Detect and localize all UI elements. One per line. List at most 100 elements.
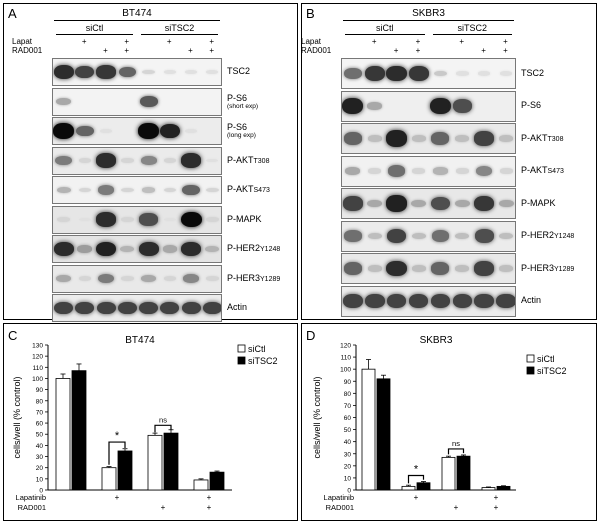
blot-strip <box>341 220 516 252</box>
blot-band <box>499 232 514 240</box>
y-tick-label: 50 <box>36 432 44 439</box>
legend-swatch <box>526 354 535 363</box>
blot-band <box>452 293 472 309</box>
blot-band <box>430 293 451 309</box>
chart-title: BT474 <box>125 335 155 346</box>
panel-c-letter: C <box>8 328 18 343</box>
blot-band <box>121 217 134 222</box>
blot-band <box>342 97 364 115</box>
blot-label-name: P-AKT <box>521 165 548 175</box>
blot-band <box>455 265 470 272</box>
blot-band <box>121 276 134 281</box>
treatment-mark: + <box>494 503 499 512</box>
panel-c-frame <box>3 323 298 521</box>
blot-band <box>54 301 74 315</box>
significance-label: * <box>414 464 419 476</box>
blot-band <box>386 195 408 212</box>
blot-band <box>206 70 219 74</box>
blot-band <box>96 153 117 168</box>
treatment-mark: + <box>166 37 172 46</box>
blot-label-name: P-AKT <box>227 154 254 165</box>
blot-label-name: P-HER3 <box>227 272 261 283</box>
y-tick-label: 20 <box>344 463 352 470</box>
y-tick-label: 130 <box>32 343 43 350</box>
blot-band <box>431 262 450 275</box>
blot-band <box>386 293 407 309</box>
blot-band <box>180 211 202 228</box>
blot-label-name: P-AKT <box>521 132 548 143</box>
chart-title: SKBR3 <box>420 335 453 346</box>
blot-band <box>431 230 450 242</box>
treatment-mark: + <box>459 37 464 46</box>
cell-line-underline <box>343 20 514 21</box>
group-label: siCtl <box>376 23 394 33</box>
blot-label-name: P-S6 <box>227 122 248 132</box>
blot-band <box>367 135 382 142</box>
treatment-mark: + <box>115 493 120 502</box>
blot-band <box>368 168 382 174</box>
group-label: siCtl <box>85 23 104 33</box>
blot-band <box>160 301 180 315</box>
blot-band <box>185 70 198 74</box>
blot-band <box>456 71 469 76</box>
blot-band <box>163 276 177 281</box>
cell-line-title: SKBR3 <box>412 8 445 19</box>
y-tick-label: 80 <box>344 391 352 398</box>
blot-strip <box>52 264 222 293</box>
legend-label: siCtl <box>537 354 555 364</box>
blot-band <box>121 158 134 163</box>
treatment-mark: + <box>103 46 108 55</box>
blot-band <box>496 293 515 309</box>
blot-band <box>181 153 202 168</box>
blot-band <box>367 199 383 208</box>
blot-band <box>56 97 71 106</box>
significance-label: ns <box>159 415 167 424</box>
blot-label-subscript: Y1289 <box>554 265 575 273</box>
group-underline <box>56 34 133 35</box>
blot-band <box>367 102 383 110</box>
blot-label-subscript: T308 <box>547 135 564 143</box>
blot-label-name: TSC2 <box>521 67 545 78</box>
blot-band <box>206 217 219 222</box>
blot-label-name: P-HER2 <box>521 230 555 240</box>
blot-label: P-S6 (short exp) <box>227 93 258 111</box>
cell-line-title: BT474 <box>122 8 152 19</box>
legend-label: siTSC2 <box>248 356 278 366</box>
y-tick-label: 50 <box>344 427 352 434</box>
blot-label: TSC2 <box>227 67 250 76</box>
treatment-mark: + <box>124 37 130 46</box>
y-tick-label: 100 <box>32 376 43 383</box>
bar-sictl <box>481 487 496 491</box>
blot-strip <box>341 285 516 317</box>
blot-strip <box>52 294 222 322</box>
y-tick-label: 120 <box>32 354 43 361</box>
treatment-mark: + <box>209 37 215 46</box>
blot-band <box>139 213 158 226</box>
significance-bracket <box>154 424 172 433</box>
blot-label: P-S6 (long exp) <box>227 123 256 140</box>
blot-band <box>96 301 116 315</box>
group-label: siTSC2 <box>164 23 195 33</box>
blot-label-name: P-HER2 <box>227 243 261 253</box>
panel-b-frame <box>301 3 597 320</box>
blot-band <box>408 293 429 309</box>
blot-band <box>345 167 361 175</box>
blot-band <box>205 245 220 253</box>
legend-label: siCtl <box>248 344 266 354</box>
blot-band <box>182 184 200 196</box>
panel-d-letter: D <box>306 328 316 343</box>
treatment-mark: + <box>481 46 486 55</box>
blot-strip <box>52 117 222 145</box>
blot-band <box>343 262 362 275</box>
blot-band <box>163 187 177 193</box>
blot-label-name: P-MAPK <box>521 197 556 208</box>
blot-band <box>159 123 180 139</box>
blot-band <box>498 199 514 208</box>
blot-strip <box>341 90 516 122</box>
blot-band <box>56 186 71 194</box>
blot-band <box>367 265 382 272</box>
blot-band <box>477 71 491 76</box>
blot-band <box>56 274 71 283</box>
blot-label-subscript: S473 <box>253 187 270 194</box>
